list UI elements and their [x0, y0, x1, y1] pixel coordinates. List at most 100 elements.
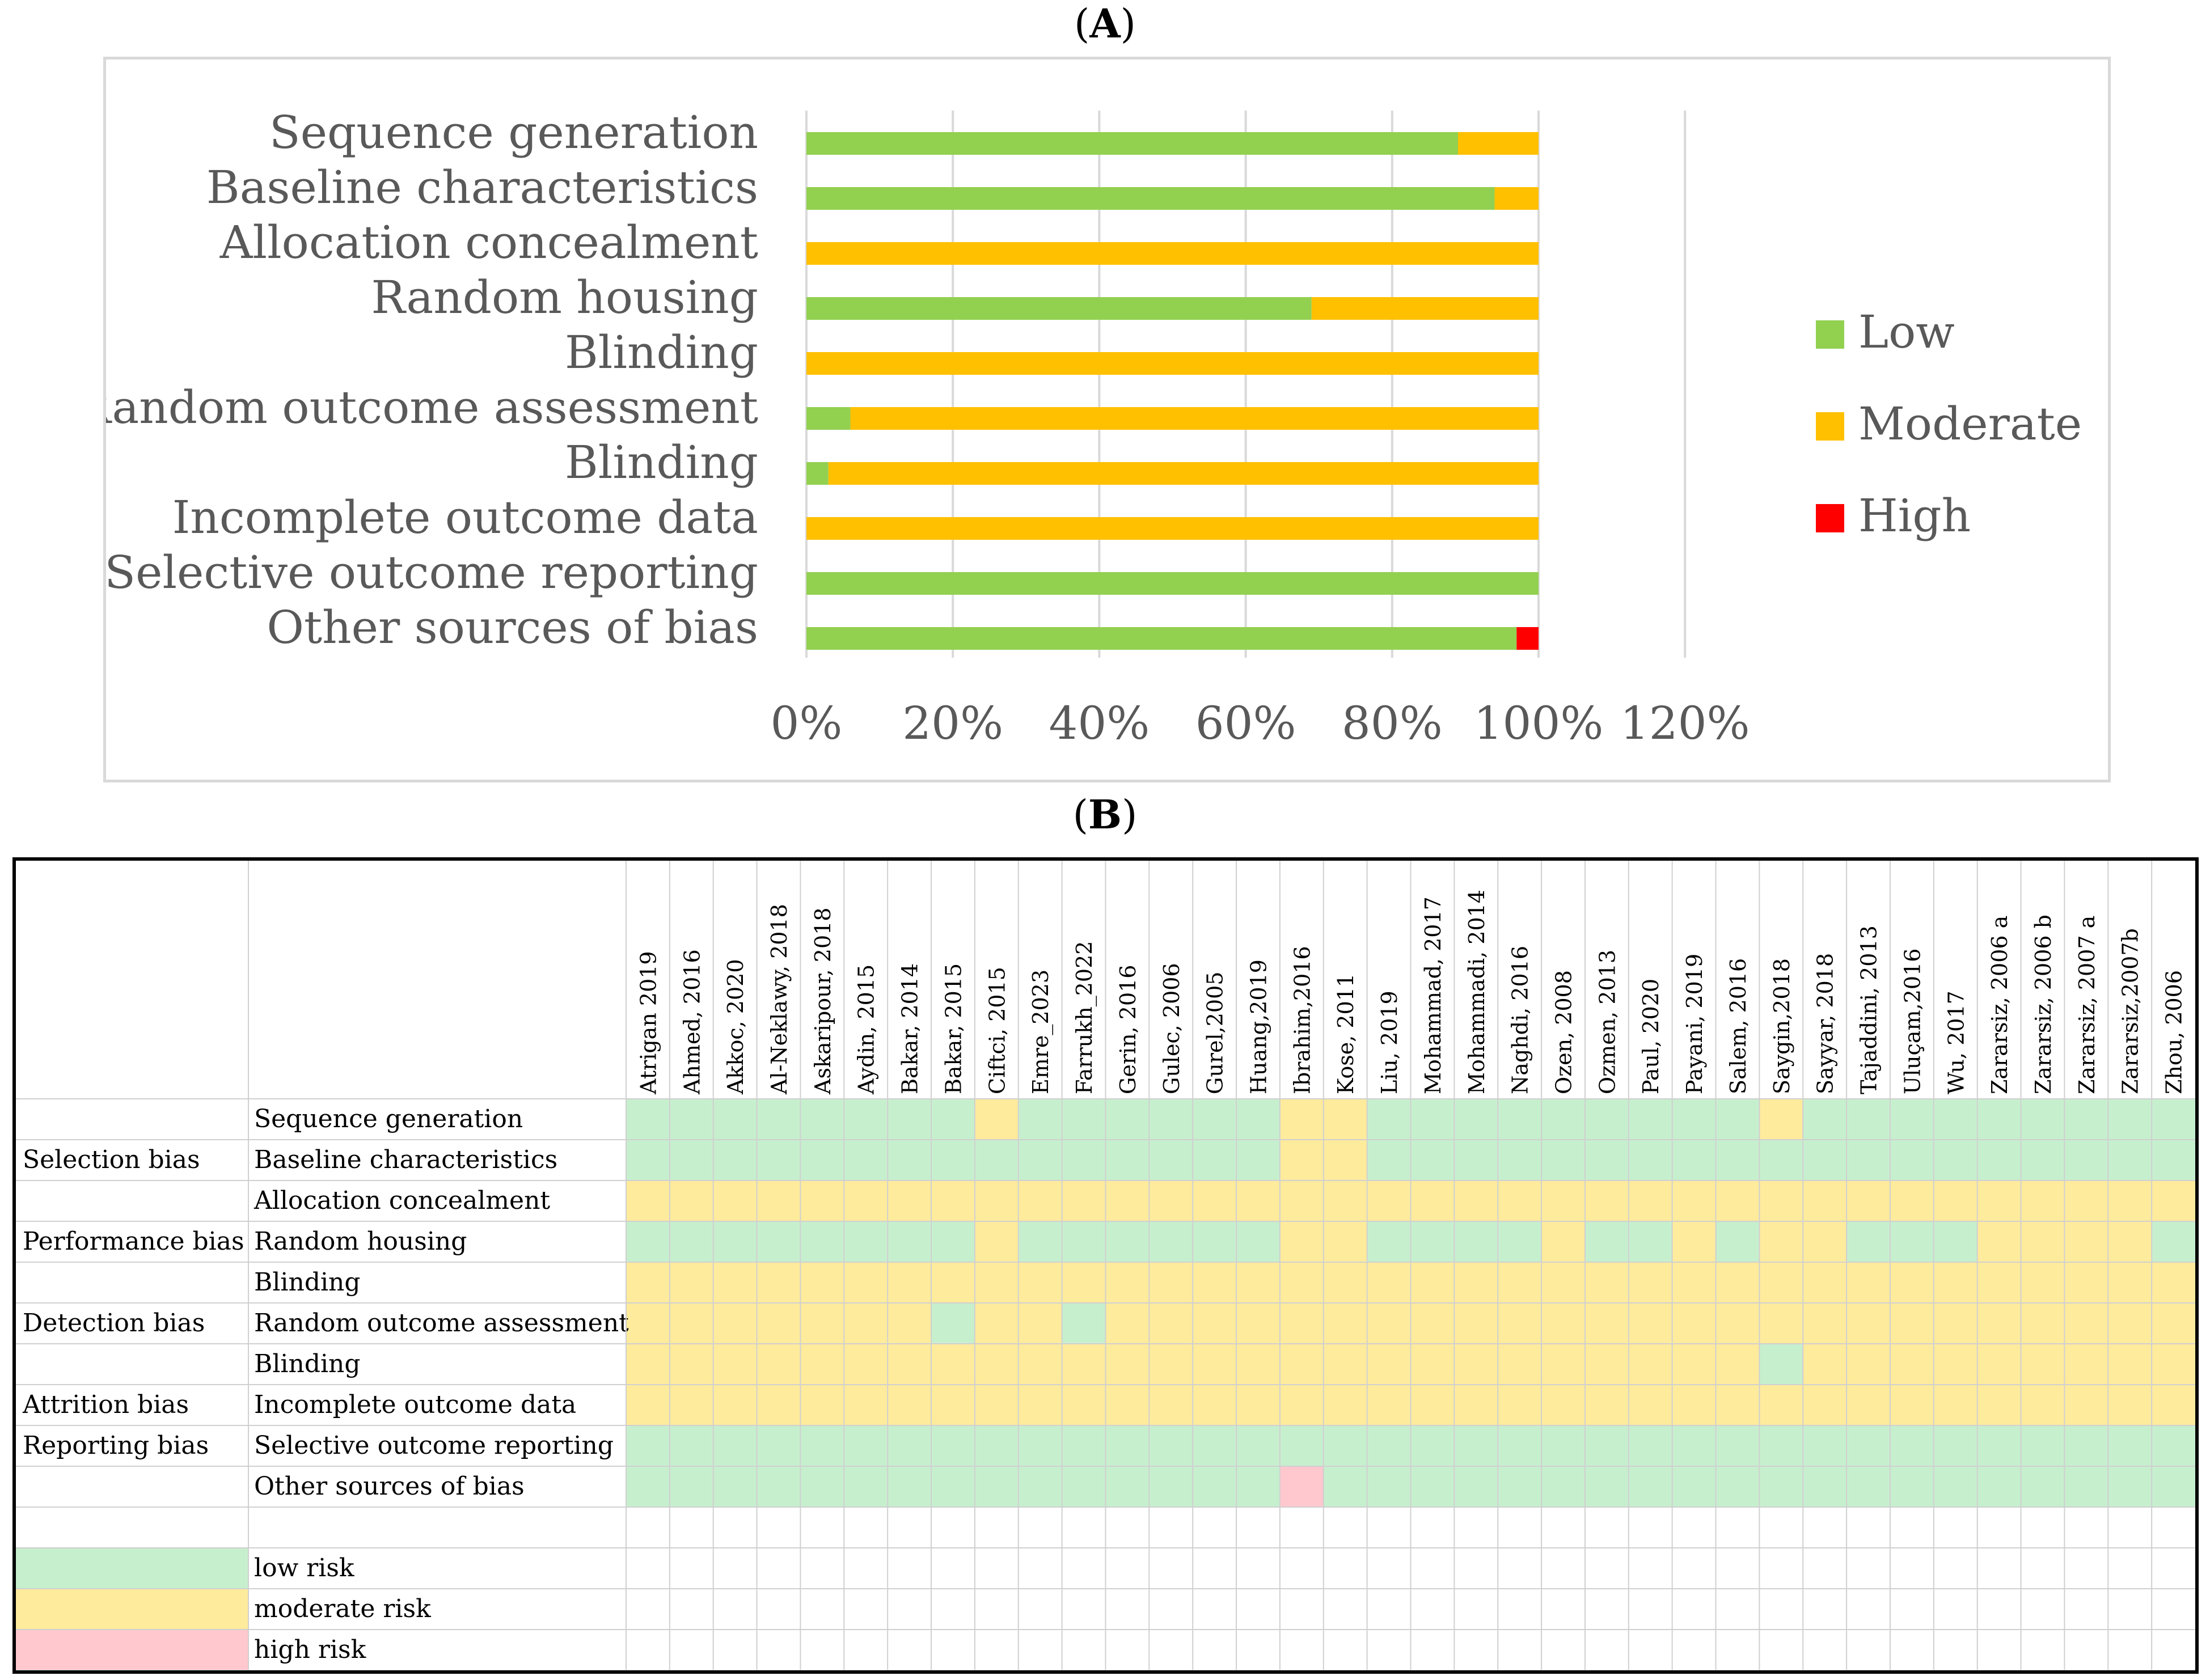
risk-cell	[1236, 1140, 1281, 1180]
risk-cell	[931, 1385, 975, 1425]
risk-cell	[713, 1303, 758, 1344]
risk-cell	[1715, 1303, 1760, 1344]
study-header: Ozen, 2008	[1552, 970, 1577, 1094]
risk-cell	[1846, 1425, 1891, 1466]
risk-of-bias-table: Sequence generation Selection bias Baselin…	[12, 857, 2199, 1674]
risk-cell	[1541, 1385, 1586, 1425]
risk-cell	[1977, 1140, 2022, 1180]
risk-cell	[1715, 1221, 1760, 1262]
risk-cell	[1715, 1140, 1760, 1180]
risk-cell	[844, 1180, 888, 1221]
risk-cell	[1149, 1140, 1193, 1180]
risk-cell	[1628, 1221, 1673, 1262]
risk-cell	[2108, 1466, 2152, 1507]
risk-cell	[1279, 1140, 1324, 1180]
risk-cell	[800, 1221, 844, 1262]
risk-cell	[1454, 1099, 1498, 1140]
risk-cell	[1890, 1140, 1934, 1180]
risk-cell	[888, 1425, 932, 1466]
risk-cell	[844, 1099, 888, 1140]
risk-cell	[1628, 1425, 1673, 1466]
risk-cell	[1367, 1180, 1412, 1221]
risk-cell	[626, 1262, 670, 1303]
risk-cell	[1933, 1344, 1978, 1385]
risk-cell	[888, 1466, 932, 1507]
risk-cell	[713, 1221, 758, 1262]
bias-domain-label: Blinding	[254, 1268, 361, 1297]
risk-cell	[2108, 1140, 2152, 1180]
risk-cell	[931, 1344, 975, 1385]
risk-cell	[1323, 1303, 1368, 1344]
risk-cell	[1628, 1140, 1673, 1180]
risk-cell	[757, 1262, 801, 1303]
risk-cell	[626, 1466, 670, 1507]
risk-cell	[800, 1303, 844, 1344]
risk-cell	[1759, 1180, 1803, 1221]
x-tick-label: 40%	[1049, 697, 1150, 750]
risk-cell	[757, 1303, 801, 1344]
risk-cell	[800, 1180, 844, 1221]
risk-cell	[844, 1140, 888, 1180]
risk-cell	[1672, 1140, 1717, 1180]
risk-cell	[1977, 1425, 2022, 1466]
risk-cell	[1367, 1221, 1412, 1262]
category-label: Baseline characteristics	[206, 161, 758, 214]
risk-cell	[1018, 1221, 1063, 1262]
risk-cell	[931, 1262, 975, 1303]
risk-cell	[2021, 1262, 2065, 1303]
study-header: Ibrahim,2016	[1290, 946, 1315, 1094]
risk-cell	[2108, 1303, 2152, 1344]
risk-cell	[1933, 1221, 1978, 1262]
risk-cell	[626, 1140, 670, 1180]
risk-cell	[1236, 1262, 1281, 1303]
risk-cell	[1149, 1425, 1193, 1466]
category-label: Random outcome assessment	[106, 381, 758, 434]
risk-cell	[888, 1221, 932, 1262]
risk-cell	[713, 1262, 758, 1303]
risk-cell	[1541, 1425, 1586, 1466]
risk-cell	[1933, 1140, 1978, 1180]
risk-cell	[1803, 1262, 1847, 1303]
bias-domain-label: Random outcome assessment	[254, 1309, 629, 1338]
risk-cell	[1062, 1221, 1106, 1262]
risk-cell	[1584, 1385, 1629, 1425]
risk-cell	[1846, 1099, 1891, 1140]
risk-cell	[1323, 1262, 1368, 1303]
risk-cell	[1236, 1425, 1281, 1466]
bar-high	[1516, 627, 1539, 650]
risk-cell	[1323, 1344, 1368, 1385]
risk-cell	[1454, 1425, 1498, 1466]
risk-cell	[1541, 1344, 1586, 1385]
risk-cell	[1279, 1303, 1324, 1344]
risk-cell	[888, 1140, 932, 1180]
category-label: Blinding	[565, 326, 758, 379]
risk-cell	[713, 1344, 758, 1385]
study-header: Mohammadi, 2014	[1464, 890, 1489, 1094]
risk-cell	[1018, 1099, 1063, 1140]
risk-cell	[1410, 1303, 1455, 1344]
risk-cell	[1018, 1140, 1063, 1180]
risk-cell	[1498, 1344, 1542, 1385]
risk-cell	[1584, 1425, 1629, 1466]
risk-cell	[2152, 1262, 2195, 1303]
risk-cell	[1018, 1425, 1063, 1466]
risk-cell	[1279, 1262, 1324, 1303]
risk-cell	[1498, 1099, 1542, 1140]
risk-cell	[888, 1262, 932, 1303]
risk-cell	[1323, 1099, 1368, 1140]
risk-cell	[800, 1262, 844, 1303]
risk-cell	[1541, 1180, 1586, 1221]
risk-cell	[1062, 1425, 1106, 1466]
risk-cell	[844, 1262, 888, 1303]
study-header: Emre_2023	[1028, 970, 1054, 1094]
risk-cell	[1410, 1425, 1455, 1466]
risk-cell	[1759, 1385, 1803, 1425]
risk-cell	[1018, 1262, 1063, 1303]
risk-cell	[1759, 1140, 1803, 1180]
study-header: Ahmed, 2016	[679, 949, 704, 1095]
risk-cell	[669, 1466, 714, 1507]
risk-cell	[800, 1466, 844, 1507]
risk-cell	[1454, 1466, 1498, 1507]
bias-domain-label: Sequence generation	[254, 1105, 523, 1133]
risk-cell	[1105, 1303, 1150, 1344]
